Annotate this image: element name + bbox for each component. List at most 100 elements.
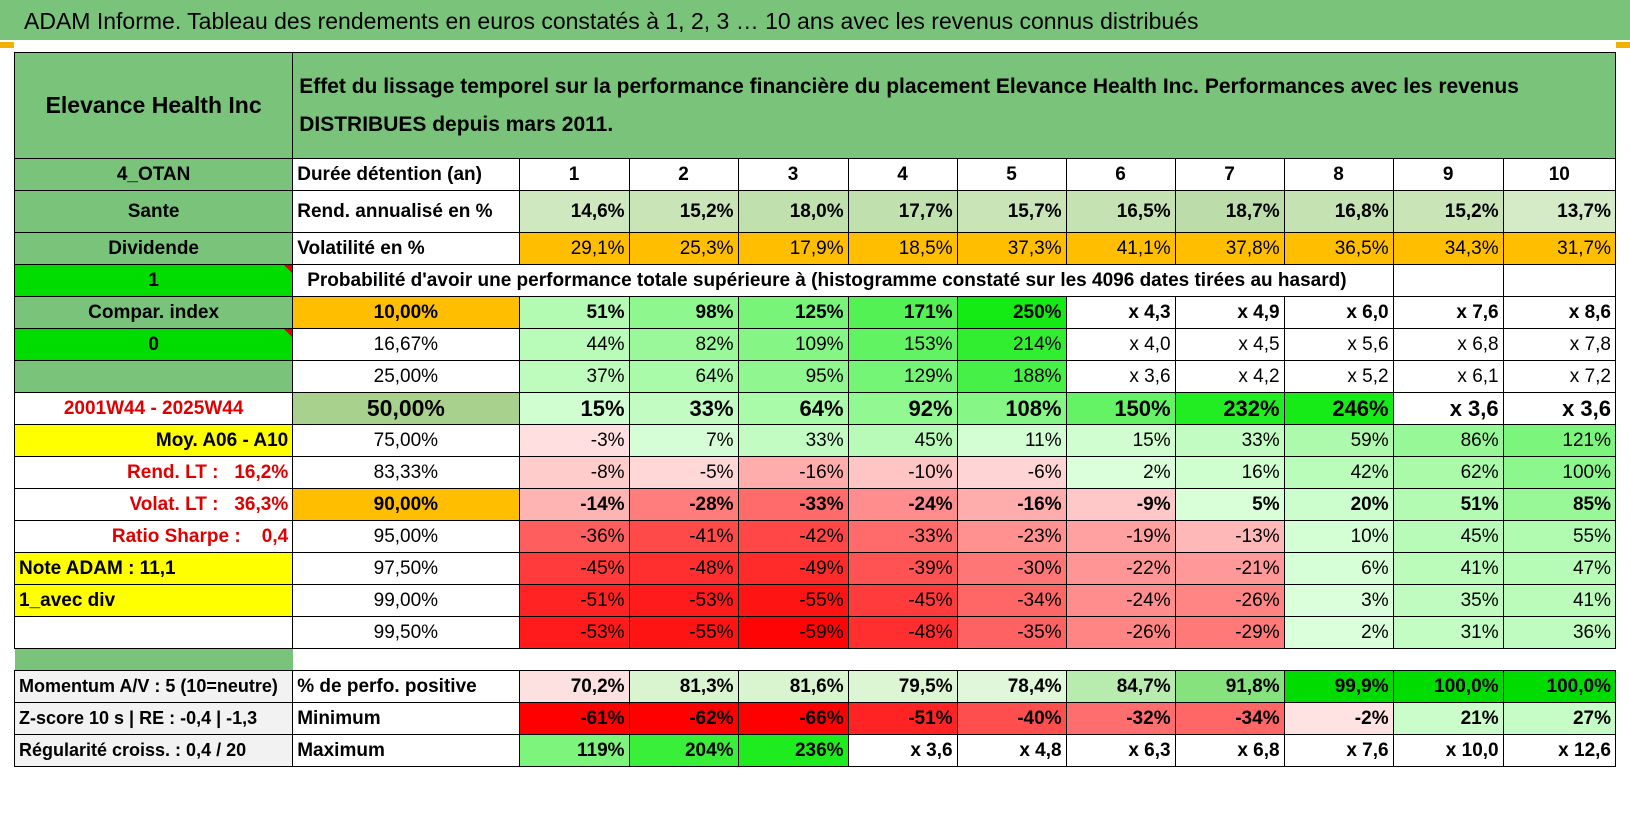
- volat-value-10: 31,7%: [1502, 232, 1617, 265]
- stat-value-9: 100,0%: [1392, 670, 1504, 703]
- duration-row: 4_OTAN Durée détention (an) 1 2 3 4 5 6 7 8 9 10: [13, 158, 1617, 191]
- prob-value-9: 86%: [1392, 424, 1504, 457]
- volat-lt-label: Volat. LT :: [129, 493, 219, 515]
- prob-value-8: 3%: [1283, 584, 1394, 617]
- prob-value-6: 15%: [1065, 424, 1176, 457]
- prob-value-4: 129%: [847, 360, 958, 393]
- prob-value-9: x 6,1: [1392, 360, 1504, 393]
- sharpe-value: 0,4: [261, 525, 289, 547]
- prob-value-3: -42%: [737, 520, 849, 553]
- prob-value-6: x 3,6: [1065, 360, 1176, 393]
- stat-value-5: -40%: [956, 702, 1067, 735]
- avec-div-label: 1_avec div: [13, 584, 294, 617]
- page-title: ADAM Informe. Tableau des rendements en …: [24, 8, 1199, 34]
- orange-marker-right: [1616, 42, 1630, 48]
- compar-index-label: Compar. index: [13, 296, 294, 329]
- prob-value-5: 188%: [956, 360, 1067, 393]
- prob-value-4: -24%: [847, 488, 958, 521]
- year-col-10: 10: [1502, 158, 1617, 191]
- volat-value-3: 17,9%: [737, 232, 849, 265]
- prob-value-10: x 8,6: [1502, 296, 1617, 329]
- stat-value-6: -32%: [1065, 702, 1176, 735]
- prob-value-10: x 7,8: [1502, 328, 1617, 361]
- prob-value-4: -39%: [847, 552, 958, 585]
- rend-row: Sante Rend. annualisé en % 14,6% 15,2% 18,…: [13, 190, 1617, 233]
- prob-value-6: x 4,3: [1065, 296, 1176, 329]
- stat-value-10: x 12,6: [1502, 734, 1617, 767]
- code-label: 4_OTAN: [13, 158, 294, 191]
- stat-value-7: 91,8%: [1174, 670, 1285, 703]
- orange-marker-left: [0, 42, 14, 48]
- prob-value-1: -8%: [518, 456, 630, 489]
- rend-lt-value: 16,2%: [234, 461, 289, 483]
- prob-row: 2001W44 - 2025W44 50,00% 15% 33% 64% 92% 108% 1…: [13, 392, 1617, 425]
- prob-value-1: 51%: [518, 296, 630, 329]
- prob-threshold: 75,00%: [292, 424, 520, 457]
- prob-row: Rend. LT : 16,2% 83,33% -8% -5% -16% -10% -6% 2…: [13, 456, 1617, 489]
- prob-value-4: -48%: [847, 616, 958, 649]
- year-col-3: 3: [737, 158, 849, 191]
- prob-threshold: 95,00%: [292, 520, 520, 553]
- prob-value-9: x 3,6: [1392, 392, 1504, 425]
- stat-value-6: 84,7%: [1065, 670, 1176, 703]
- prob-value-5: 250%: [956, 296, 1067, 329]
- prob-value-10: 121%: [1502, 424, 1617, 457]
- stat-value-8: 99,9%: [1283, 670, 1394, 703]
- rend-value-1: 14,6%: [518, 190, 630, 233]
- stat-value-8: x 7,6: [1283, 734, 1394, 767]
- prob-value-2: -53%: [628, 584, 739, 617]
- stat-value-4: -51%: [847, 702, 958, 735]
- prob-value-7: 232%: [1174, 392, 1285, 425]
- prob-title: Probabilité d'avoir une performance tota…: [292, 264, 1394, 297]
- prob-value-3: 64%: [737, 392, 849, 425]
- rend-value-7: 18,7%: [1174, 190, 1285, 233]
- prob-threshold: 90,00%: [292, 488, 520, 521]
- stat-value-9: x 10,0: [1392, 734, 1504, 767]
- prob-value-1: -51%: [518, 584, 630, 617]
- prob-value-7: -26%: [1174, 584, 1285, 617]
- prob-value-5: -34%: [956, 584, 1067, 617]
- year-col-8: 8: [1283, 158, 1394, 191]
- volat-value-8: 36,5%: [1283, 232, 1394, 265]
- stat-value-1: 119%: [518, 734, 630, 767]
- stat-row: Z-score 10 s | RE : -0,4 | -1,3 Minimum -6…: [13, 702, 1617, 735]
- stat-value-2: 204%: [628, 734, 739, 767]
- prob-value-7: x 4,2: [1174, 360, 1285, 393]
- moy-label: Moy. A06 - A10: [13, 424, 294, 457]
- year-col-9: 9: [1392, 158, 1504, 191]
- prob-value-4: 92%: [847, 392, 958, 425]
- prob-value-3: -16%: [737, 456, 849, 489]
- type-label: Dividende: [13, 232, 294, 265]
- prob-value-7: 33%: [1174, 424, 1285, 457]
- rend-lt-cell: Rend. LT : 16,2%: [13, 456, 294, 489]
- prob-value-2: -55%: [628, 616, 739, 649]
- prob-value-10: 41%: [1502, 584, 1617, 617]
- prob-value-6: -22%: [1065, 552, 1176, 585]
- prob-value-9: 41%: [1392, 552, 1504, 585]
- volat-value-4: 18,5%: [847, 232, 958, 265]
- rend-label: Rend. annualisé en %: [292, 190, 520, 233]
- stat-value-3: 81,6%: [737, 670, 849, 703]
- prob-value-1: 44%: [518, 328, 630, 361]
- comment-marker-icon: [284, 265, 292, 273]
- prob-value-7: -13%: [1174, 520, 1285, 553]
- prob-value-5: -23%: [956, 520, 1067, 553]
- prob-value-8: 10%: [1283, 520, 1394, 553]
- prob-value-7: 5%: [1174, 488, 1285, 521]
- prob-value-3: -49%: [737, 552, 849, 585]
- volat-lt-value: 36,3%: [234, 493, 289, 515]
- prob-row: 99,50% -53% -55% -59% -48% -35% -26% -29% 2% 31% 3…: [13, 616, 1617, 649]
- stat-value-2: -62%: [628, 702, 739, 735]
- stat-value-7: -34%: [1174, 702, 1285, 735]
- report-table-frame: Elevance Health Inc Effet du lissage tem…: [13, 52, 1617, 813]
- prob-value-1: -53%: [518, 616, 630, 649]
- volat-value-9: 34,3%: [1392, 232, 1504, 265]
- prob-value-8: 59%: [1283, 424, 1394, 457]
- prob-value-8: 20%: [1283, 488, 1394, 521]
- prob-row: Note ADAM : 11,1 97,50% -45% -48% -49% -39% -3…: [13, 552, 1617, 585]
- report-table: Elevance Health Inc Effet du lissage tem…: [13, 52, 1617, 767]
- stat-side-label: Momentum A/V : 5 (10=neutre): [13, 670, 294, 703]
- prob-value-4: -10%: [847, 456, 958, 489]
- flag-one-cell: 1: [13, 264, 294, 297]
- volat-lt-cell: Volat. LT : 36,3%: [13, 488, 294, 521]
